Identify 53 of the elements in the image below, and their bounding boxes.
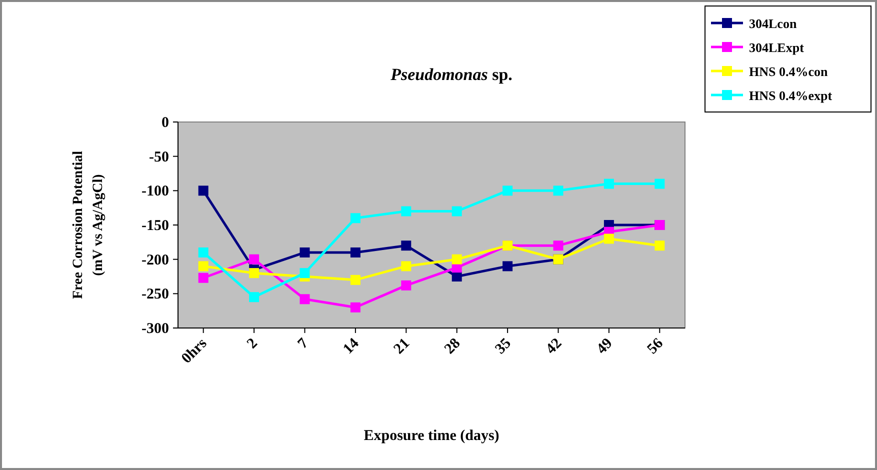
x-tick-label: 21 [391, 336, 413, 358]
y-axis-title: Free Corrosion Potential (mV vs Ag/AgCl) [71, 150, 106, 300]
point [452, 272, 462, 282]
point [502, 186, 513, 196]
legend-label: HNS 0.4%expt [749, 88, 833, 103]
x-tick-label: 49 [594, 336, 616, 358]
point [401, 206, 412, 216]
x-tick-label: 7 [294, 335, 312, 352]
point [604, 234, 614, 244]
chart-title: Pseudomonas sp. [390, 65, 512, 84]
x-tick-label: 14 [340, 335, 363, 358]
y-tick-label: -200 [142, 252, 169, 268]
x-tick-label: 0hrs [178, 335, 210, 367]
point [553, 240, 564, 251]
point [604, 178, 614, 189]
point [401, 240, 412, 251]
point [401, 261, 412, 272]
point [300, 294, 310, 304]
y-tick-label: -150 [142, 218, 169, 234]
x-axis-title: Exposure time (days) [364, 428, 500, 444]
point [350, 247, 360, 258]
y-tick-label: 0 [162, 115, 169, 131]
point [198, 186, 208, 196]
point [300, 268, 310, 278]
point [401, 280, 412, 290]
legend-label: 304Lcon [749, 16, 798, 31]
point [553, 186, 564, 196]
point [350, 274, 360, 285]
y-tick-label: -300 [142, 321, 169, 337]
point [249, 254, 260, 264]
point [198, 261, 208, 272]
y-tick-label: -100 [142, 184, 169, 200]
x-tick-label: 2 [244, 336, 261, 352]
legend-label: 304LExpt [749, 40, 805, 55]
y-tick-label: -250 [142, 286, 169, 303]
point [350, 302, 360, 312]
y-tick-label: -50 [149, 149, 169, 166]
point [249, 292, 260, 302]
point [249, 268, 260, 278]
x-tick-label: 28 [442, 336, 464, 358]
legend-label: HNS 0.4%con [749, 64, 828, 79]
point [350, 213, 360, 224]
point [198, 247, 208, 258]
point [654, 178, 665, 189]
point [502, 261, 513, 272]
x-tick-label: 35 [492, 336, 514, 358]
point [300, 247, 310, 258]
x-tick-label: 56 [644, 335, 667, 358]
x-tick-label: 42 [543, 336, 566, 358]
point [198, 272, 208, 283]
point [654, 240, 665, 251]
point [452, 254, 462, 264]
point [452, 206, 462, 216]
